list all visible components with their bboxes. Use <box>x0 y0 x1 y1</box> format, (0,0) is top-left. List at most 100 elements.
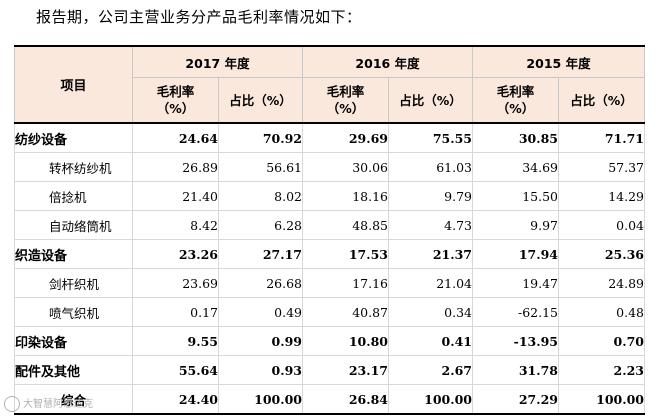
share-cell: 0.34 <box>388 297 473 327</box>
row-label: 倍捻机 <box>14 181 133 211</box>
margin-cell: 10.80 <box>302 326 389 356</box>
margin-header: 毛利率 （%） <box>132 77 219 124</box>
share-cell: 6.28 <box>218 210 303 240</box>
share-cell: 0.48 <box>558 297 645 327</box>
margin-cell: 17.94 <box>472 239 559 269</box>
margin-cell: 27.29 <box>472 384 559 415</box>
share-cell: 70.92 <box>218 122 303 153</box>
row-label: 转杯纺纱机 <box>14 152 133 182</box>
share-cell: 0.70 <box>558 326 645 356</box>
margin-cell: 17.53 <box>302 239 389 269</box>
year-header-row: 项目 2017 年度 2016 年度 2015 年度 <box>14 45 645 124</box>
margin-cell: 23.69 <box>132 268 219 298</box>
margin-cell: 21.40 <box>132 181 219 211</box>
table-row: 剑杆织机 23.69 26.68 17.16 21.04 19.47 24.89 <box>14 268 645 298</box>
share-cell: 0.49 <box>218 297 303 327</box>
margin-cell: 23.17 <box>302 355 389 385</box>
margin-cell: 23.26 <box>132 239 219 269</box>
table-row: 织造设备 23.26 27.17 17.53 21.37 17.94 25.36 <box>14 239 645 269</box>
share-cell: 24.89 <box>558 268 645 298</box>
share-header: 占比（%） <box>558 77 645 124</box>
margin-cell: 9.97 <box>472 210 559 240</box>
margin-header: 毛利率 （%） <box>302 77 389 124</box>
margin-header-line1: 毛利率 <box>496 84 535 99</box>
year-header-2015: 2015 年度 <box>472 45 645 78</box>
margin-cell: -62.15 <box>472 297 559 327</box>
margin-cell: 19.47 <box>472 268 559 298</box>
share-cell: 8.02 <box>218 181 303 211</box>
share-cell: 100.00 <box>558 384 645 415</box>
margin-cell: 31.78 <box>472 355 559 385</box>
share-cell: 9.79 <box>388 181 473 211</box>
row-label: 剑杆织机 <box>14 268 133 298</box>
margin-cell: 40.87 <box>302 297 389 327</box>
margin-cell: 34.69 <box>472 152 559 182</box>
share-cell: 2.23 <box>558 355 645 385</box>
share-cell: 25.36 <box>558 239 645 269</box>
share-cell: 0.41 <box>388 326 473 356</box>
row-label: 印染设备 <box>14 326 133 356</box>
row-label: 纺纱设备 <box>14 122 133 153</box>
share-cell: 27.17 <box>218 239 303 269</box>
margin-cell: 0.17 <box>132 297 219 327</box>
share-cell: 100.00 <box>388 384 473 415</box>
metric-header-row: 毛利率 （%） 占比（%） 毛利率 （%） 占比（%） 毛利率 （%） 占比（%） <box>15 77 645 124</box>
share-cell: 0.99 <box>218 326 303 356</box>
margin-cell: 15.50 <box>472 181 559 211</box>
margin-cell: 48.85 <box>302 210 389 240</box>
share-cell: 0.93 <box>218 355 303 385</box>
share-cell: 26.68 <box>218 268 303 298</box>
share-cell: 57.37 <box>558 152 645 182</box>
table-row: 倍捻机 21.40 8.02 18.16 9.79 15.50 14.29 <box>14 181 645 211</box>
item-header: 项目 <box>14 45 133 124</box>
table-body: 纺纱设备 24.64 70.92 29.69 75.55 30.85 71.71 转杯纺纱机 2… <box>14 122 645 415</box>
margin-cell: 24.64 <box>132 122 219 153</box>
margin-cell: 55.64 <box>132 355 219 385</box>
margin-header-line1: 毛利率 <box>326 84 365 99</box>
watermark-logo-icon <box>4 396 20 412</box>
share-cell: 100.00 <box>218 384 303 415</box>
share-header: 占比（%） <box>218 77 303 124</box>
row-label: 配件及其他 <box>14 355 133 385</box>
margin-header-line2: （%） <box>156 101 195 116</box>
watermark: 大智慧阿思达克 <box>4 395 93 412</box>
margin-cell: 24.40 <box>132 384 219 415</box>
margin-cell: 18.16 <box>302 181 389 211</box>
margin-header-line2: （%） <box>496 101 535 116</box>
row-label: 喷气织机 <box>14 297 133 327</box>
margin-cell: 30.06 <box>302 152 389 182</box>
margin-header-line2: （%） <box>326 101 365 116</box>
gross-margin-table: 项目 2017 年度 2016 年度 2015 年度 毛利率 （%） 占比（%） … <box>14 45 645 415</box>
row-label: 自动络筒机 <box>14 210 133 240</box>
margin-cell: 8.42 <box>132 210 219 240</box>
table-row: 纺纱设备 24.64 70.92 29.69 75.55 30.85 71.71 <box>14 122 645 153</box>
share-cell: 75.55 <box>388 122 473 153</box>
table-row: 印染设备 9.55 0.99 10.80 0.41 -13.95 0.70 <box>14 326 645 356</box>
margin-header: 毛利率 （%） <box>472 77 559 124</box>
margin-cell: 30.85 <box>472 122 559 153</box>
table-row: 配件及其他 55.64 0.93 23.17 2.67 31.78 2.23 <box>14 355 645 385</box>
share-cell: 21.04 <box>388 268 473 298</box>
margin-cell: 29.69 <box>302 122 389 153</box>
table-row: 喷气织机 0.17 0.49 40.87 0.34 -62.15 0.48 <box>14 297 645 327</box>
share-cell: 61.03 <box>388 152 473 182</box>
table-row: 综合 24.40 100.00 26.84 100.00 27.29 100.00 <box>14 384 645 415</box>
margin-cell: 26.84 <box>302 384 389 415</box>
row-label: 织造设备 <box>14 239 133 269</box>
share-cell: 4.73 <box>388 210 473 240</box>
margin-cell: 9.55 <box>132 326 219 356</box>
share-cell: 0.04 <box>558 210 645 240</box>
year-header-2017: 2017 年度 <box>132 45 303 78</box>
margin-cell: 17.16 <box>302 268 389 298</box>
share-cell: 21.37 <box>388 239 473 269</box>
share-cell: 56.61 <box>218 152 303 182</box>
margin-cell: -13.95 <box>472 326 559 356</box>
share-header: 占比（%） <box>388 77 473 124</box>
table-row: 自动络筒机 8.42 6.28 48.85 4.73 9.97 0.04 <box>14 210 645 240</box>
share-cell: 71.71 <box>558 122 645 153</box>
year-header-2016: 2016 年度 <box>302 45 473 78</box>
table-row: 转杯纺纱机 26.89 56.61 30.06 61.03 34.69 57.37 <box>14 152 645 182</box>
margin-header-line1: 毛利率 <box>156 84 195 99</box>
watermark-text: 大智慧阿思达克 <box>23 399 93 410</box>
intro-text: 报告期，公司主营业务分产品毛利率情况如下： <box>36 8 362 26</box>
